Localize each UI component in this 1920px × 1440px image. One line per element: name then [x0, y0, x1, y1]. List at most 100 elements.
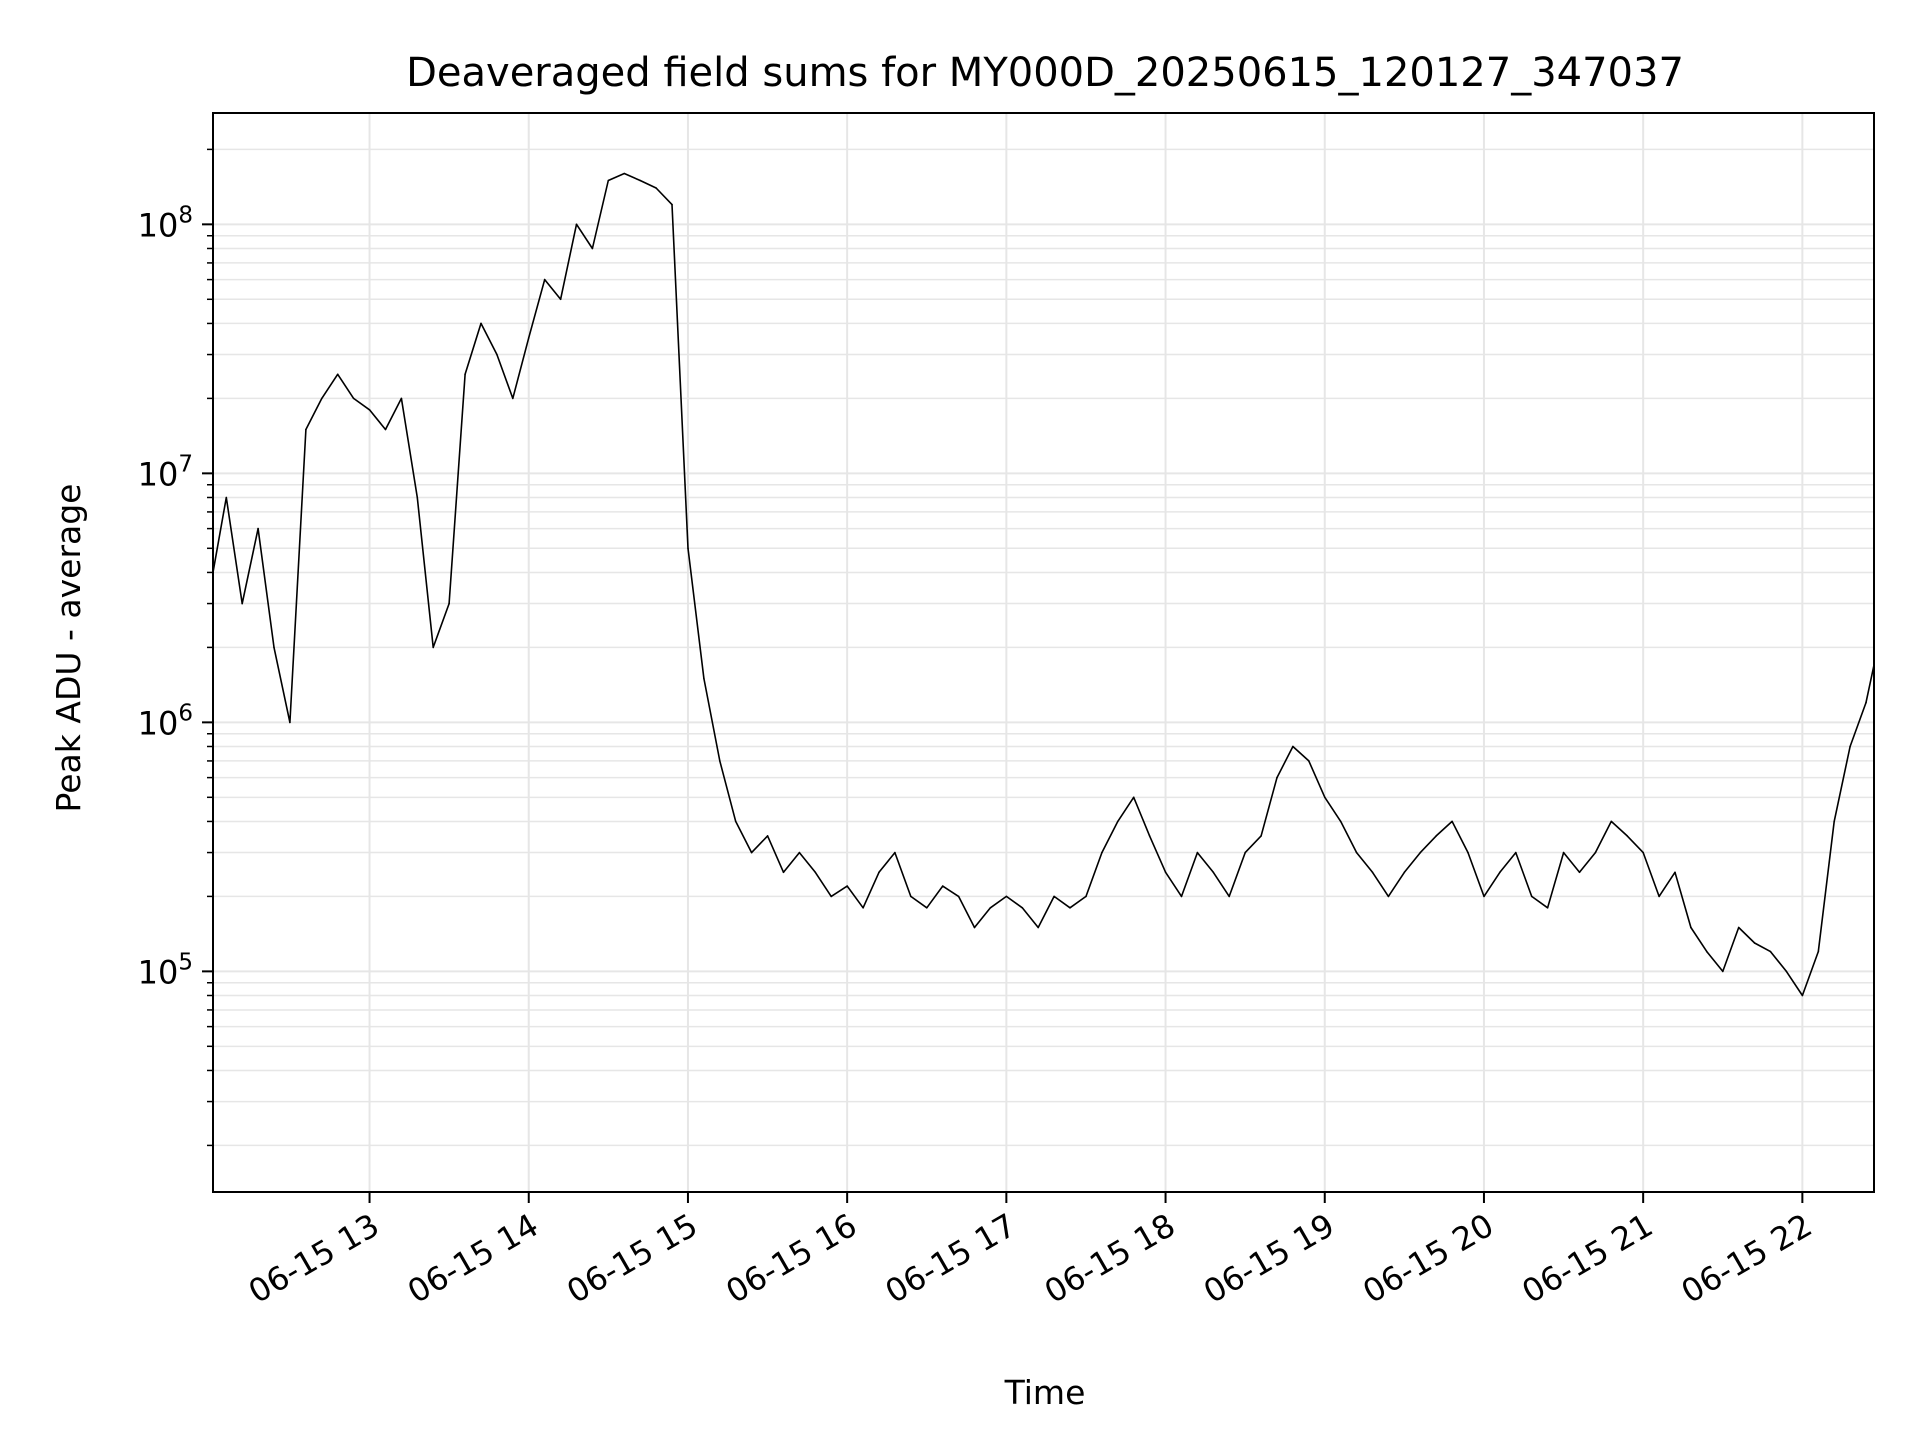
x-axis-title: Time	[1004, 1373, 1086, 1412]
data-point	[1148, 835, 1151, 837]
data-point	[1053, 895, 1055, 898]
data-point	[1753, 942, 1756, 944]
data-point	[1435, 835, 1437, 837]
data-point	[1212, 871, 1215, 874]
data-point	[703, 677, 705, 680]
data-point	[1101, 851, 1103, 854]
data-point	[846, 885, 848, 887]
y-tick-label: 108	[138, 202, 193, 244]
data-point	[480, 322, 482, 325]
data-point	[1562, 851, 1565, 854]
data-point	[719, 760, 721, 762]
data-point	[1467, 851, 1469, 854]
data-point	[400, 397, 403, 400]
data-point	[1180, 895, 1183, 898]
data-point	[1483, 895, 1485, 898]
data-point	[1005, 895, 1008, 898]
data-point	[1737, 926, 1740, 929]
grid-lines	[213, 113, 1874, 1192]
data-point	[1546, 907, 1549, 909]
data-point	[798, 851, 801, 854]
data-point	[910, 895, 912, 898]
data-point	[1817, 950, 1820, 953]
data-point	[416, 496, 419, 499]
data-point	[225, 496, 228, 499]
y-tick-label: 105	[138, 949, 193, 991]
data-point	[1769, 950, 1772, 953]
data-point	[1292, 745, 1294, 748]
data-point	[1276, 776, 1278, 779]
data-point	[926, 907, 928, 909]
y-tick-label: 106	[138, 700, 193, 742]
data-point	[687, 547, 689, 550]
data-point	[496, 353, 498, 356]
data-point	[814, 871, 817, 874]
data-point	[973, 926, 976, 929]
data-point	[1451, 820, 1453, 823]
data-point	[241, 602, 243, 605]
data-point	[941, 885, 944, 887]
series-line	[212, 172, 1875, 997]
data-point	[1403, 871, 1406, 874]
data-point	[1069, 907, 1071, 909]
data-point	[1530, 895, 1533, 898]
data-point	[512, 397, 514, 400]
data-point	[1658, 895, 1660, 898]
data-point	[750, 851, 753, 854]
data-point	[1132, 796, 1135, 799]
data-point	[1865, 701, 1867, 704]
data-point	[368, 409, 371, 411]
data-point	[305, 428, 307, 431]
data-point	[432, 646, 435, 649]
data-point	[671, 203, 673, 206]
data-point	[543, 278, 546, 281]
data-point	[1308, 760, 1310, 762]
data-point	[1610, 820, 1613, 823]
series-layer	[212, 172, 1875, 997]
data-point	[957, 895, 960, 898]
data-point	[1244, 851, 1246, 854]
data-point	[1499, 871, 1501, 874]
data-point	[352, 397, 355, 400]
data-point	[1196, 851, 1199, 854]
data-point	[1355, 851, 1358, 854]
data-point	[273, 646, 275, 649]
data-point	[782, 871, 785, 874]
data-point	[1833, 820, 1835, 823]
data-point	[734, 820, 737, 823]
data-point	[1515, 851, 1517, 854]
y-tick-label: 107	[138, 451, 193, 493]
data-point	[1626, 835, 1628, 837]
data-point	[894, 851, 896, 854]
data-point	[1387, 895, 1390, 898]
data-point	[336, 373, 339, 376]
data-point	[1706, 950, 1708, 953]
data-point	[257, 527, 259, 530]
data-point	[559, 298, 562, 301]
data-point	[591, 247, 594, 250]
data-point	[1674, 871, 1676, 874]
data-point	[1339, 820, 1342, 823]
data-point	[1785, 970, 1788, 973]
data-point	[1228, 895, 1230, 898]
data-point	[1164, 871, 1167, 874]
data-point	[1260, 835, 1262, 837]
data-point	[607, 179, 610, 182]
data-point	[1722, 970, 1724, 973]
data-point	[1021, 907, 1024, 909]
y-axis-ticks: 105 106 107 108	[138, 148, 213, 1147]
chart-title: Deaveraged field sums for MY000D_2025061…	[406, 50, 1684, 96]
data-point	[1690, 926, 1692, 929]
data-point	[575, 223, 578, 226]
data-point	[1037, 926, 1039, 929]
data-point	[1117, 820, 1119, 823]
data-point	[464, 373, 466, 376]
data-point	[1085, 895, 1087, 898]
data-point	[527, 337, 530, 339]
data-point	[1642, 851, 1644, 854]
data-point	[1801, 994, 1804, 997]
data-point	[1324, 796, 1326, 799]
data-point	[289, 721, 291, 724]
data-point	[862, 907, 864, 909]
